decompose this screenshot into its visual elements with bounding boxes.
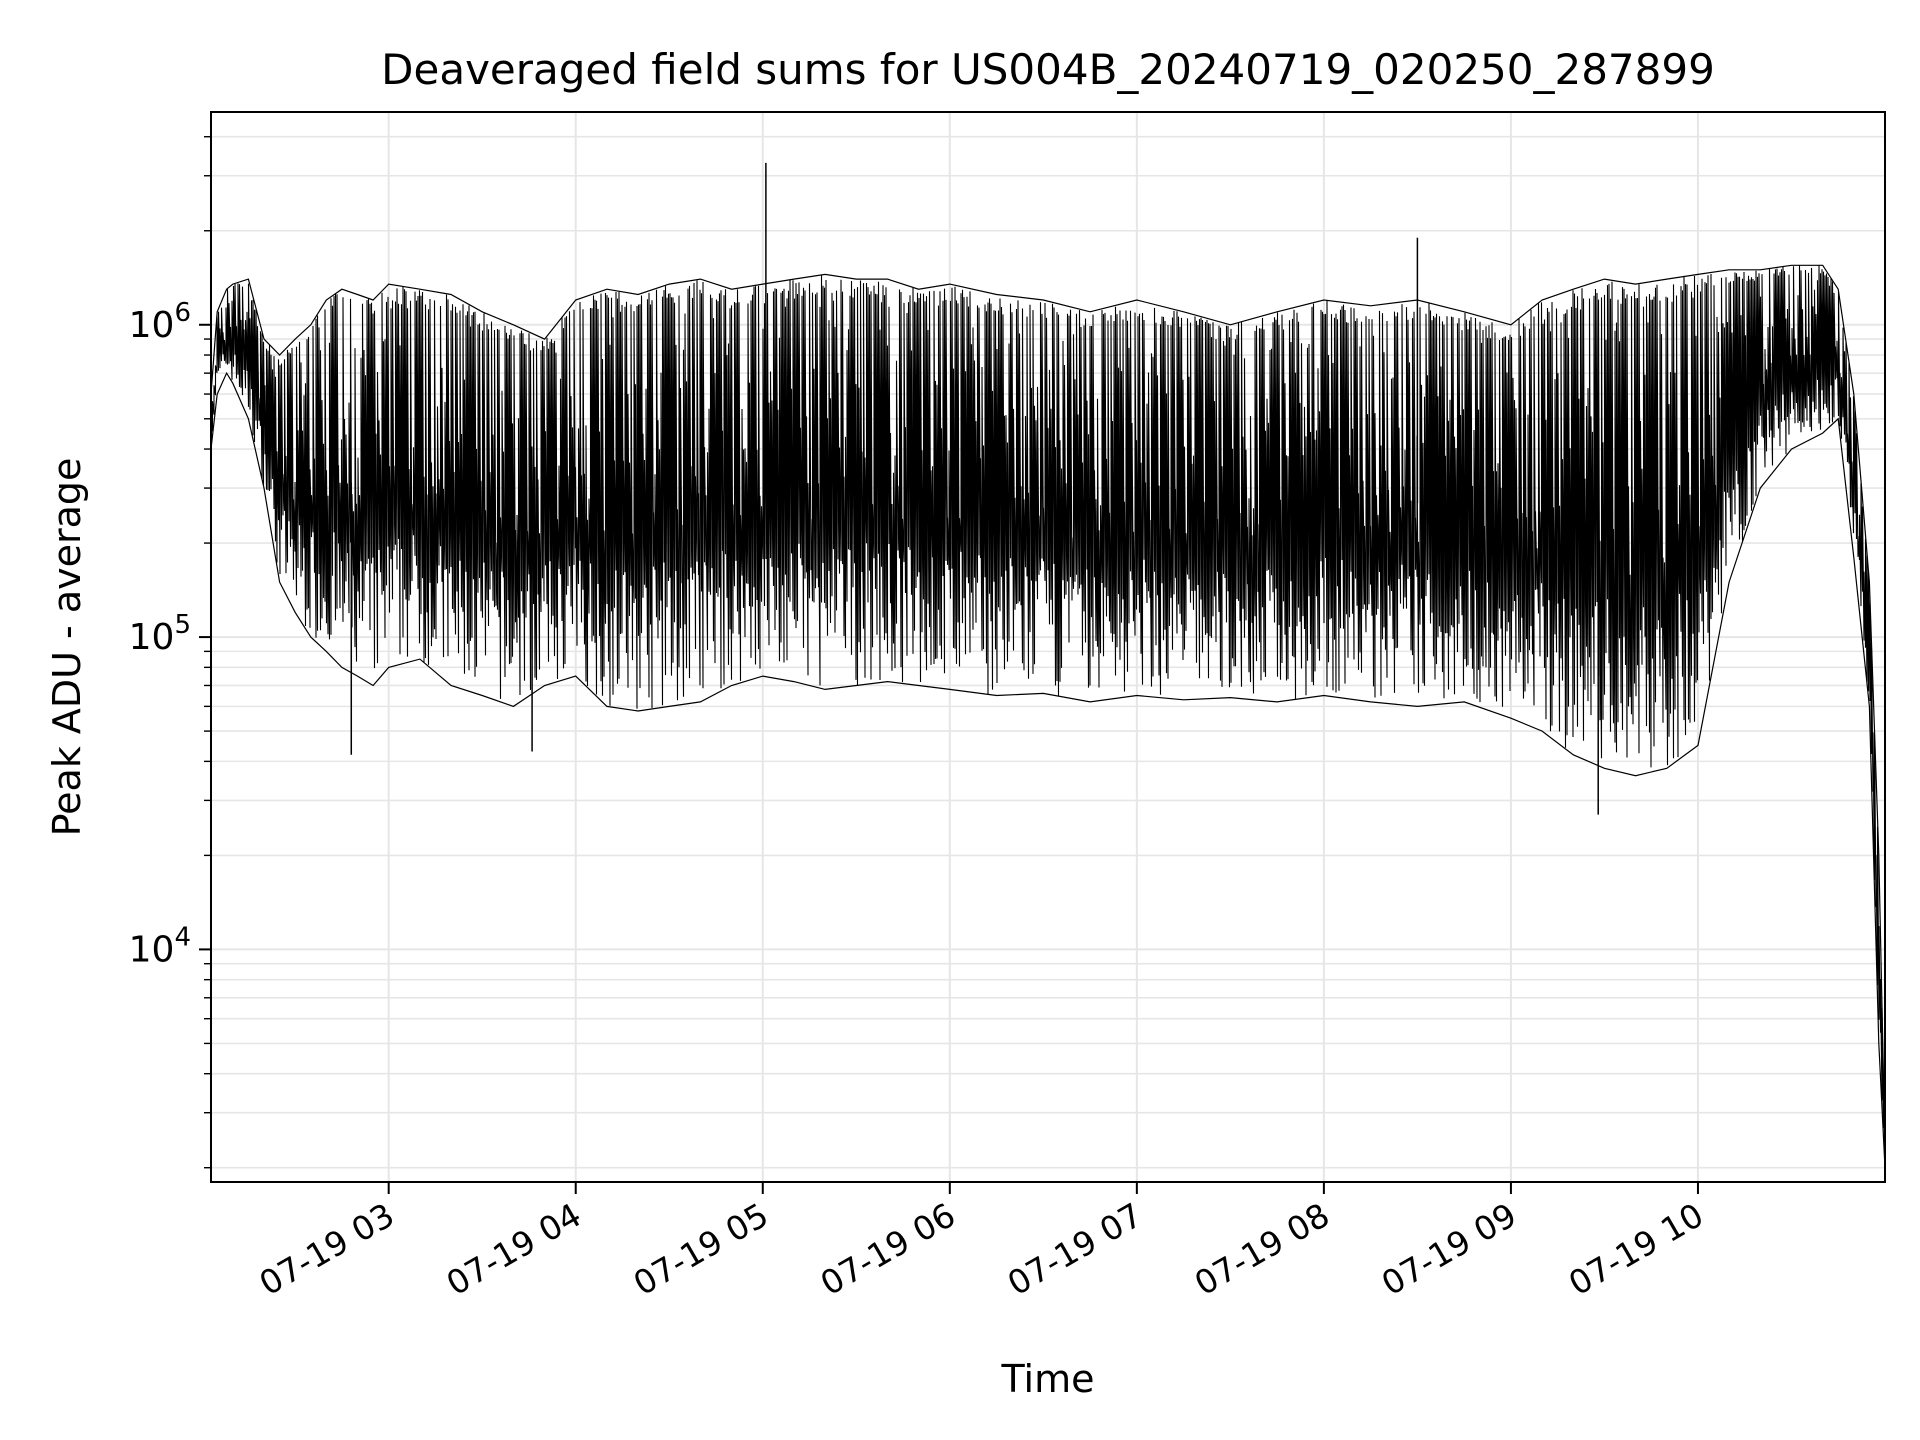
chart-title: Deaveraged field sums for US004B_2024071… <box>381 45 1715 94</box>
series-upper-envelope <box>210 264 1886 1149</box>
y-tick-label: 106 <box>129 298 191 346</box>
y-tick-label: 105 <box>129 610 191 658</box>
x-axis-label: Time <box>1001 1357 1095 1401</box>
series-lower-envelope <box>210 371 1886 1168</box>
y-axis-label: Peak ADU - average <box>45 458 89 837</box>
data-layer <box>210 162 1886 1168</box>
series-line <box>210 265 1886 1163</box>
y-tick-label: 104 <box>129 922 191 970</box>
plot-area-frame <box>210 111 1886 1183</box>
